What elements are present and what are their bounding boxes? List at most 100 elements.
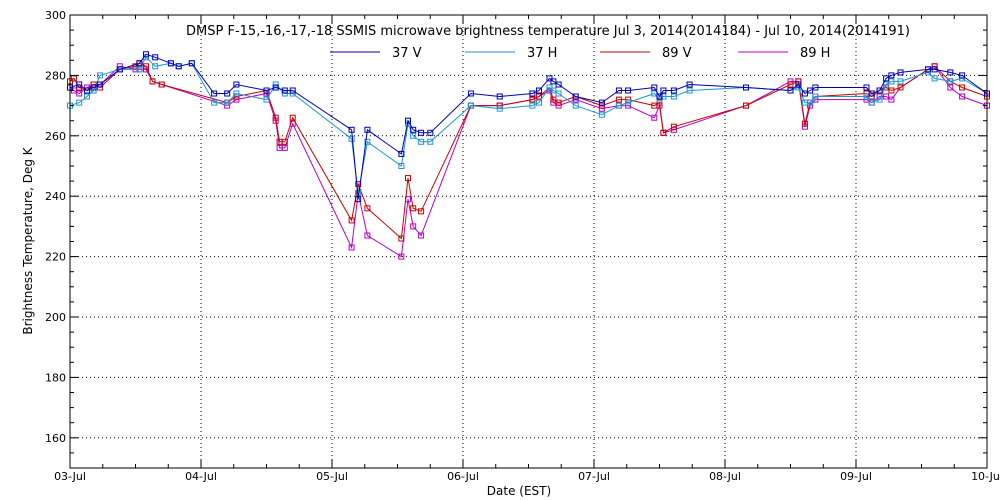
data-point-marker	[263, 96, 270, 103]
data-point-marker	[651, 84, 658, 91]
data-point-marker	[90, 84, 97, 91]
data-point-marker	[795, 81, 802, 88]
data-point-marker	[876, 96, 883, 103]
data-point-marker	[931, 75, 938, 82]
data-point-marker	[670, 87, 677, 94]
chart-title: DMSP F-15,-16,-17,-18 SSMIS microwave br…	[186, 24, 910, 39]
data-point-marker	[925, 66, 931, 73]
data-point-marker	[947, 78, 954, 85]
y-tick-label: 160	[45, 432, 66, 445]
data-point-marker	[743, 84, 749, 91]
data-point-marker	[959, 72, 966, 79]
data-point-marker	[224, 90, 231, 97]
data-point-marker	[116, 63, 123, 70]
data-point-marker	[888, 96, 895, 103]
x-tick-label: 08-Jul	[709, 470, 741, 483]
data-point-marker	[615, 87, 622, 94]
data-point-marker	[670, 126, 677, 133]
data-point-marker	[167, 60, 174, 67]
data-point-marker	[947, 84, 954, 91]
data-point-marker	[152, 54, 159, 61]
y-tick-label: 200	[45, 311, 66, 324]
data-point-marker	[364, 205, 371, 212]
legend-label: 89 H	[800, 46, 830, 61]
data-point-marker	[555, 99, 562, 106]
data-point-marker	[97, 72, 104, 79]
data-point-marker	[529, 90, 536, 97]
data-point-marker	[364, 232, 371, 239]
data-point-marker	[656, 93, 663, 100]
data-point-marker	[801, 120, 808, 127]
data-point-marker	[418, 138, 425, 145]
data-point-marker	[289, 114, 296, 121]
data-point-marker	[272, 114, 279, 121]
tick-labels: 03-Jul 04-Jul 05-Jul 06-Jul 07-Jul 08-Jul 09-J…	[45, 9, 1000, 483]
data-point-marker	[116, 66, 123, 73]
data-point-marker	[897, 84, 904, 91]
data-point-marker	[660, 87, 667, 94]
data-point-marker	[418, 208, 425, 215]
series-layer	[67, 51, 990, 260]
series-37-v	[67, 51, 990, 203]
data-point-marker	[467, 90, 474, 97]
data-point-marker	[211, 99, 218, 106]
data-point-marker	[289, 120, 296, 127]
data-point-marker	[536, 87, 542, 94]
data-point-marker	[158, 81, 165, 88]
data-point-marker	[233, 96, 240, 103]
x-tick-label: 04-Jul	[185, 470, 217, 483]
data-point-marker	[364, 138, 371, 145]
data-point-marker	[175, 63, 182, 70]
y-axis-title: Brightness Temperature, Deg K	[21, 146, 35, 334]
data-point-marker	[555, 81, 562, 88]
x-tick-label: 06-Jul	[447, 470, 479, 483]
data-point-marker	[555, 90, 562, 97]
data-point-marker	[398, 253, 405, 260]
data-point-marker	[355, 196, 362, 203]
data-point-marker	[615, 102, 622, 109]
data-point-marker	[418, 129, 425, 136]
data-point-marker	[888, 87, 895, 94]
data-point-marker	[550, 78, 557, 85]
data-point-marker	[883, 81, 890, 88]
data-point-marker	[281, 144, 288, 151]
data-point-marker	[897, 69, 904, 76]
series-line	[69, 53, 988, 200]
data-point-marker	[572, 102, 579, 109]
data-point-marker	[348, 244, 355, 251]
data-point-marker	[598, 99, 605, 106]
data-point-marker	[947, 69, 954, 76]
data-point-marker	[427, 129, 434, 136]
data-point-marker	[97, 81, 104, 88]
data-point-marker	[686, 87, 693, 94]
data-point-marker	[615, 96, 622, 103]
data-point-marker	[670, 93, 677, 100]
data-point-marker	[410, 205, 417, 212]
data-point-marker	[427, 138, 434, 145]
data-point-marker	[812, 84, 819, 91]
data-point-marker	[496, 93, 503, 100]
x-tick-label: 07-Jul	[578, 470, 610, 483]
data-point-marker	[812, 93, 819, 100]
x-tick-label: 05-Jul	[316, 470, 348, 483]
legend-item: 89 V	[600, 46, 692, 61]
data-point-marker	[398, 150, 405, 157]
data-point-marker	[888, 72, 895, 79]
y-tick-label: 300	[45, 9, 66, 22]
data-point-marker	[149, 78, 156, 85]
data-point-marker	[152, 63, 159, 70]
data-point-marker	[883, 93, 890, 100]
data-point-marker	[281, 138, 288, 145]
data-point-marker	[496, 105, 503, 112]
data-point-marker	[364, 126, 371, 133]
legend-item: 89 H	[738, 46, 830, 61]
data-point-marker	[224, 99, 231, 106]
x-tick-label: 10-Jul	[971, 470, 1000, 483]
data-point-marker	[76, 81, 83, 88]
axis-ticks	[69, 14, 988, 469]
y-tick-label: 180	[45, 371, 66, 384]
data-point-marker	[625, 87, 632, 94]
data-point-marker	[743, 102, 749, 109]
data-point-marker	[136, 60, 143, 67]
